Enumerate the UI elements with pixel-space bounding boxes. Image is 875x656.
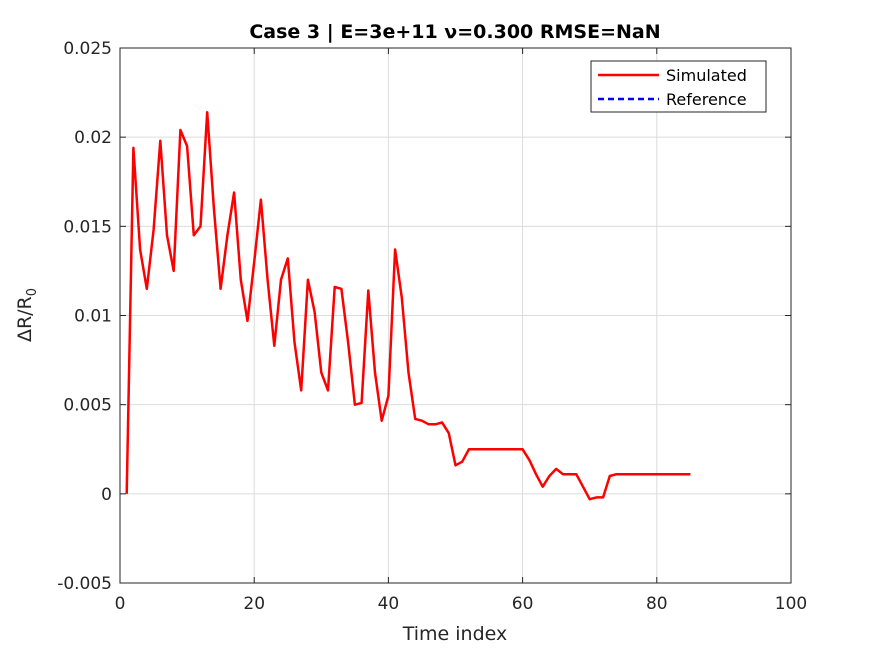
y-tick-label: -0.005 [57, 574, 112, 594]
legend-label-reference: Reference [666, 90, 747, 109]
x-tick-label: 20 [243, 594, 265, 614]
y-axis-label: ΔR/R0 [14, 288, 40, 342]
y-tick-label: 0.005 [63, 396, 112, 416]
x-tick-label: 80 [646, 594, 668, 614]
x-tick-label: 40 [378, 594, 400, 614]
y-axis-label-main: ΔR/R [14, 296, 36, 342]
series-layer [125, 110, 691, 501]
y-tick-label: 0 [101, 485, 112, 505]
legend-label-simulated: Simulated [666, 66, 747, 85]
chart-title: Case 3 | E=3e+11 ν=0.300 RMSE=NaN [249, 21, 660, 43]
x-axis-label: Time index [402, 623, 508, 645]
y-axis-label-subscript: 0 [25, 288, 40, 296]
legend: Simulated Reference [590, 60, 767, 113]
ticks: 0 20 40 60 80 100-0.00500.0050.010.0150.020.0… [57, 39, 807, 614]
y-tick-label: 0.02 [74, 128, 112, 148]
legend-box [590, 60, 767, 113]
y-tick-label: 0.015 [63, 217, 112, 237]
x-tick-label: 100 [775, 594, 807, 614]
x-tick-label: 60 [512, 594, 534, 614]
x-tick-label: 0 [115, 594, 126, 614]
y-tick-label: 0.01 [74, 307, 112, 327]
y-tick-label: 0.025 [63, 39, 112, 59]
series-line-simulated [125, 110, 691, 501]
